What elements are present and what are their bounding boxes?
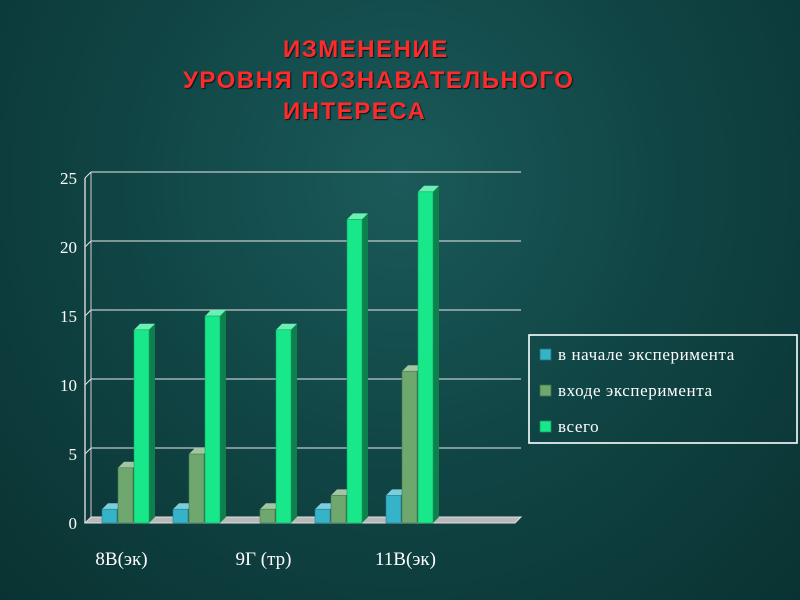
y-tick-label: 0 (69, 514, 78, 533)
bar-front (101, 508, 118, 524)
bar-side (362, 213, 368, 523)
legend-box (528, 334, 798, 444)
x-category-label: 9Г (тр) (236, 549, 292, 570)
legend-swatch (539, 420, 552, 433)
legend-swatch (539, 384, 552, 397)
legend-label: входе эксперимента (558, 381, 713, 400)
y-tick-label: 20 (60, 238, 77, 257)
grid (84, 171, 521, 455)
gridline-diagonal (84, 447, 92, 455)
bar-top (347, 213, 368, 220)
bar-front (259, 508, 276, 524)
y-tick-label: 15 (60, 307, 77, 326)
bar-front (275, 329, 292, 524)
y-tick-label: 10 (60, 376, 77, 395)
title-line-2: УРОВНЯ ПОЗНАВАТЕЛЬНОГО (183, 67, 575, 94)
gridline-diagonal (84, 309, 92, 317)
title-line-3: ИНТЕРЕСА (283, 98, 427, 125)
gridline-diagonal (84, 171, 92, 179)
legend-label: всего (558, 417, 599, 436)
bar-front (401, 370, 418, 524)
bar (133, 323, 155, 524)
gridline-diagonal (84, 240, 92, 248)
title-line-1: ИЗМЕНЕНИЕ (283, 36, 449, 63)
legend-label: в начале эксперимента (558, 345, 735, 364)
bar-side (291, 323, 297, 523)
bar-front (314, 508, 331, 524)
slide-title: ИЗМЕНЕНИЕ УРОВНЯ ПОЗНАВАТЕЛЬНОГО ИНТЕРЕС… (0, 34, 800, 134)
bar-side (149, 323, 155, 523)
bars (101, 185, 439, 524)
bar (346, 213, 368, 524)
x-category-label: 8В(эк) (95, 549, 147, 570)
legend-swatch (539, 348, 552, 361)
bar-front (204, 315, 221, 524)
x-category-label: 11В(эк) (375, 549, 436, 570)
bar-top (276, 323, 297, 330)
bar-top (134, 323, 155, 330)
axis-labels: 0 5 10 15 20 25 8В(эк) 9Г (тр) 11В(эк) (60, 169, 436, 570)
y-tick-label: 5 (69, 445, 78, 464)
bar (204, 310, 226, 524)
bar-front (385, 495, 402, 524)
bar-front (346, 219, 363, 524)
bar-front (417, 191, 434, 524)
bar-side (220, 310, 226, 523)
legend: в начале эксперимента входе эксперимента в… (528, 334, 798, 444)
bar-front (330, 495, 347, 524)
bar-side (433, 185, 439, 524)
bar-front (172, 508, 189, 524)
bar-top (205, 310, 226, 316)
gridline-diagonal (84, 378, 92, 386)
bar-front (133, 329, 150, 524)
bar (275, 323, 297, 524)
bar-top (418, 185, 439, 192)
y-tick-label: 25 (60, 169, 77, 188)
bar-front (188, 453, 205, 524)
bar (417, 185, 439, 524)
bar-front (117, 467, 134, 524)
